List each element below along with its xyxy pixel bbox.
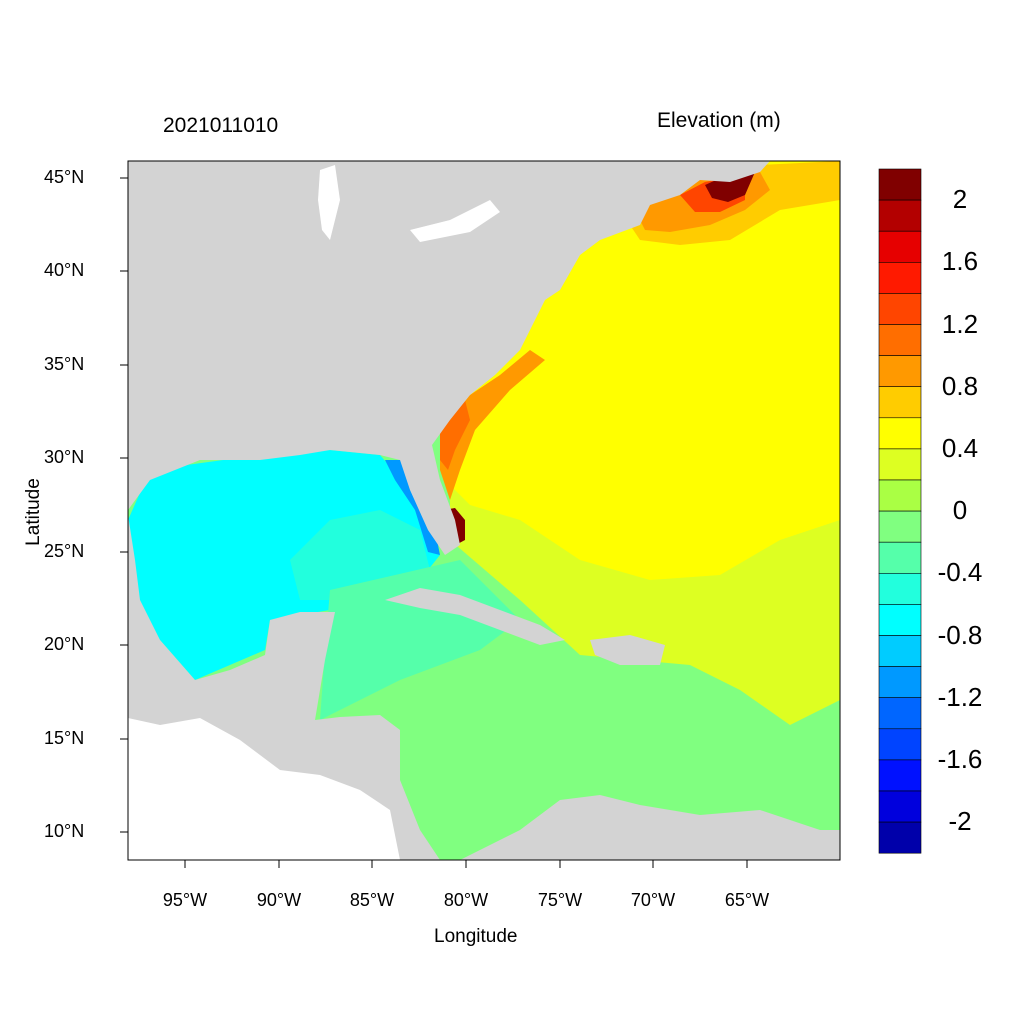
colorbar-box xyxy=(878,199,922,232)
colorbar-box xyxy=(878,666,922,698)
ocean-field-gulf-blue xyxy=(385,460,440,555)
plot-frame xyxy=(127,160,841,861)
ocean-field-gulf-cyan xyxy=(128,450,440,680)
great-lakes xyxy=(318,165,340,240)
colorbar-box xyxy=(878,572,922,605)
title-variable: Elevation (m) xyxy=(657,109,781,132)
y-axis-label: Latitude xyxy=(23,478,44,546)
colorbar-label: 2 xyxy=(952,184,968,215)
colorbar-label: -0.4 xyxy=(937,557,983,588)
x-tick-label: 95°W xyxy=(162,890,208,910)
colorbar-label: 1.2 xyxy=(941,308,979,339)
x-tick-label: 65°W xyxy=(724,890,770,910)
great-lakes-2 xyxy=(410,200,500,242)
x-tick-label: 70°W xyxy=(630,890,676,910)
colorbar-box xyxy=(878,355,922,388)
colorbar xyxy=(878,168,922,854)
colorbar-label: -0.8 xyxy=(937,619,983,650)
land-hispaniola xyxy=(590,635,665,665)
x-ticks xyxy=(184,860,748,868)
y-tick-label: 10°N xyxy=(44,821,85,841)
colorbar-box xyxy=(878,230,922,263)
colorbar-box xyxy=(878,479,922,512)
land-cuba xyxy=(385,588,565,645)
x-tick-label: 90°W xyxy=(256,890,302,910)
colorbar-box xyxy=(878,759,922,792)
colorbar-label: 0.4 xyxy=(941,432,979,463)
colorbar-box xyxy=(878,821,922,854)
colorbar-label: -2 xyxy=(948,806,972,837)
land-south-america xyxy=(460,795,840,860)
y-tick-label: 45°N xyxy=(44,167,85,187)
y-tick-label: 35°N xyxy=(44,354,85,374)
colorbar-box xyxy=(878,635,922,667)
y-tick-label: 20°N xyxy=(44,634,85,654)
colorbar-label: 0 xyxy=(952,495,968,526)
x-tick-label: 80°W xyxy=(443,890,489,910)
colorbar-box xyxy=(878,697,922,730)
x-tick-label: 75°W xyxy=(537,890,583,910)
colorbar-box xyxy=(878,510,922,543)
y-ticks xyxy=(120,177,128,833)
colorbar-label: -1.2 xyxy=(937,681,983,712)
colorbar-box xyxy=(878,168,922,201)
land-north-america xyxy=(128,161,770,555)
colorbar-label: 1.6 xyxy=(941,246,979,277)
colorbar-box xyxy=(878,417,922,450)
x-tick-label: 85°W xyxy=(349,890,395,910)
colorbar-box xyxy=(878,448,922,481)
colorbar-box xyxy=(878,324,922,356)
y-tick-label: 25°N xyxy=(44,541,85,561)
title-datetime: 2021011010 xyxy=(163,114,279,137)
y-tick-label: 30°N xyxy=(44,447,85,467)
colorbar-box xyxy=(878,386,922,419)
y-tick-label: 40°N xyxy=(44,260,85,280)
colorbar-label: -1.6 xyxy=(937,743,983,774)
colorbar-label: 0.8 xyxy=(941,370,979,401)
colorbar-box xyxy=(878,293,922,325)
x-axis-label: Longitude xyxy=(434,926,518,947)
pacific-missing xyxy=(128,718,400,860)
y-tick-label: 15°N xyxy=(44,728,85,748)
